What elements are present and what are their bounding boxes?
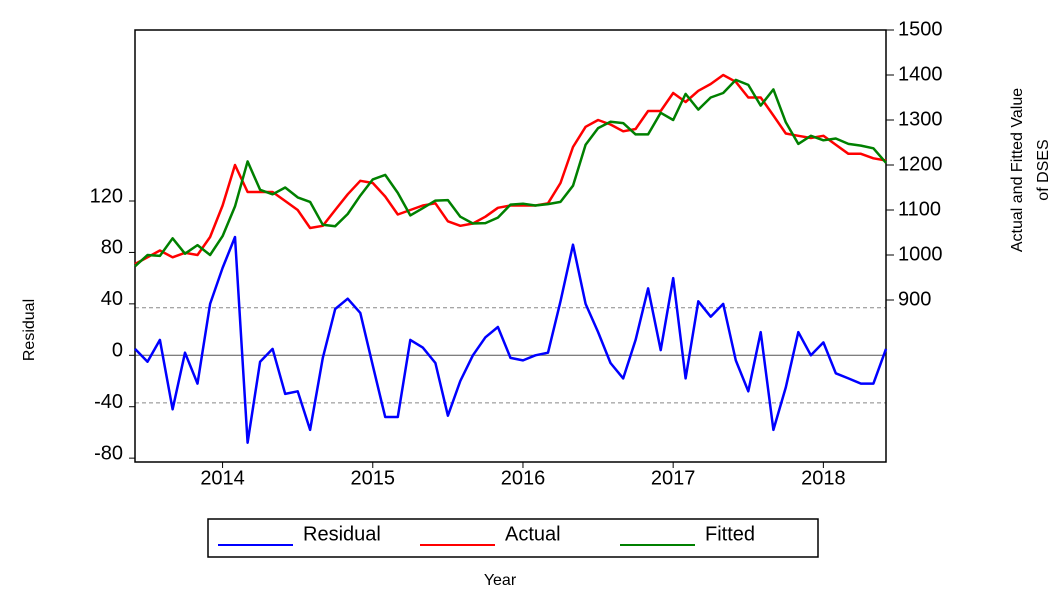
series-line	[134, 73, 887, 266]
x-tick-label: 2017	[651, 467, 696, 489]
plot-frame	[134, 29, 887, 463]
legend-label: Residual	[303, 523, 381, 545]
legend-box	[207, 518, 819, 558]
y2-tick-label: 1300	[898, 108, 943, 130]
y-tick-label: -40	[94, 391, 123, 413]
y-tick-label: 120	[90, 185, 123, 207]
y2-tick-label: 1500	[898, 18, 943, 40]
y2-axis-label: of DSES	[1035, 139, 1052, 200]
x-tick-label: 2014	[200, 467, 245, 489]
y2-tick-label: 1000	[898, 243, 943, 265]
legend-label: Actual	[505, 523, 561, 545]
y-tick-label: 80	[101, 237, 123, 259]
y-tick-label: 40	[101, 288, 123, 310]
y-axis-label: Residual	[21, 299, 38, 361]
y2-tick-label: 1200	[898, 153, 943, 175]
legend-label: Fitted	[705, 523, 755, 545]
y2-tick-label: 1400	[898, 63, 943, 85]
y2-tick-label: 900	[898, 288, 931, 310]
y-tick-label: 0	[112, 340, 123, 362]
x-tick-label: 2016	[501, 467, 546, 489]
y2-axis-label: Actual and Fitted Value	[1009, 88, 1026, 252]
x-tick-label: 2015	[351, 467, 396, 489]
y2-tick-label: 1100	[898, 198, 941, 220]
x-axis-label: Year	[484, 572, 517, 589]
series-line	[134, 78, 887, 268]
y-tick-label: -80	[94, 442, 123, 464]
x-tick-label: 2018	[801, 467, 846, 489]
series-line	[134, 235, 888, 444]
